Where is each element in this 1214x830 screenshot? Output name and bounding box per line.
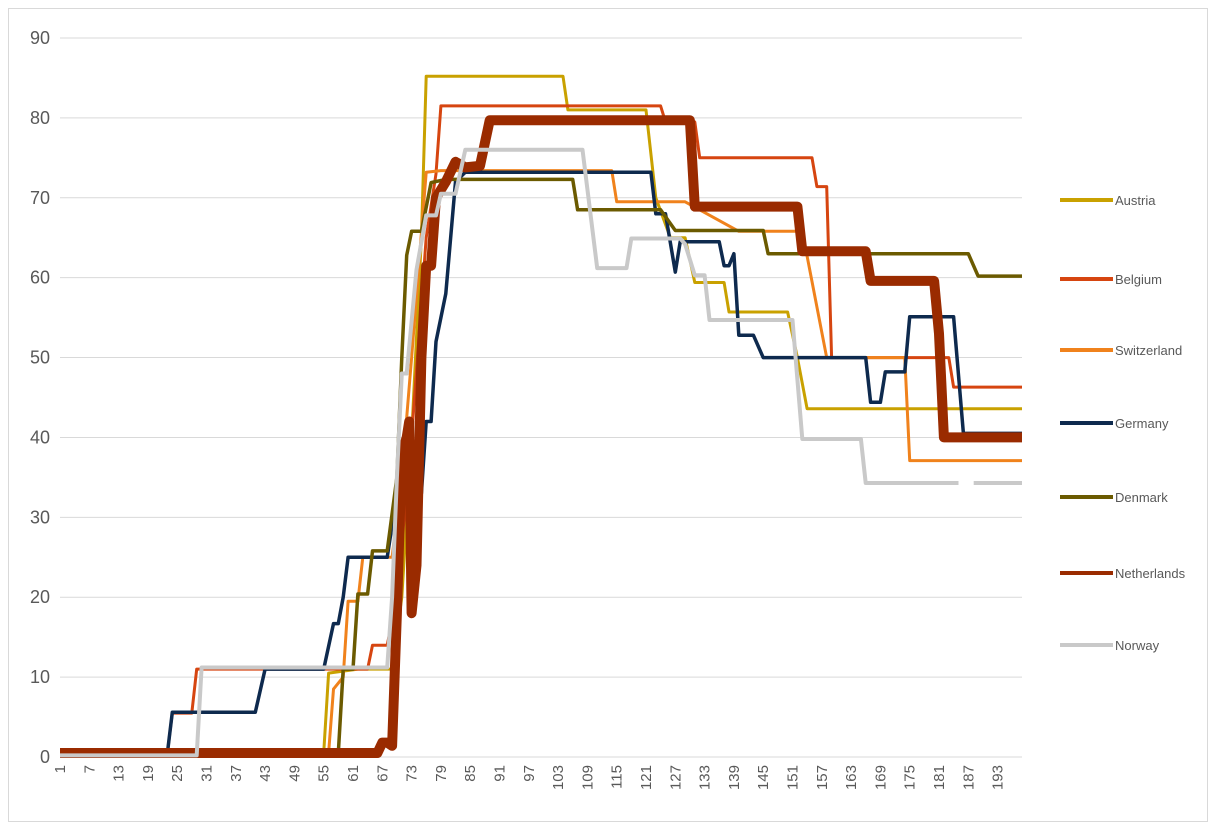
legend-label-netherlands: Netherlands	[1115, 566, 1186, 581]
x-tick-label: 25	[169, 765, 186, 782]
x-tick-label: 31	[198, 765, 215, 782]
y-tick-label: 30	[30, 507, 50, 527]
chart-frame	[8, 8, 1208, 822]
x-tick-label: 103	[550, 765, 567, 790]
x-tick-label: 127	[667, 765, 684, 790]
x-tick-label: 181	[931, 765, 948, 790]
y-tick-label: 20	[30, 587, 50, 607]
series-line-netherlands	[60, 115, 1022, 758]
x-tick-label: 157	[814, 765, 831, 790]
x-tick-label: 43	[257, 765, 274, 782]
x-tick-label: 169	[872, 765, 889, 790]
x-axis-ticks: 1 7 13 19 25 31 37 43 49 55 61 67 73 79 85 91 97 103 109 11…	[52, 765, 1007, 790]
x-tick-label: 61	[345, 765, 362, 782]
legend-label-switzerland: Switzerland	[1115, 343, 1182, 358]
y-tick-label: 50	[30, 348, 50, 368]
x-tick-label: 67	[374, 765, 391, 782]
x-tick-label: 145	[755, 765, 772, 790]
x-tick-label: 37	[228, 765, 245, 782]
x-tick-label: 115	[609, 765, 626, 789]
x-tick-label: 1	[52, 765, 69, 773]
legend: Austria Belgium Switzerland Germany Denmark N…	[1060, 193, 1186, 653]
x-tick-label: 193	[990, 765, 1007, 790]
x-tick-label: 85	[462, 765, 479, 782]
y-tick-label: 60	[30, 268, 50, 288]
x-tick-label: 109	[579, 765, 596, 790]
x-tick-label: 13	[111, 765, 128, 782]
x-tick-label: 55	[316, 765, 333, 782]
legend-label-germany: Germany	[1115, 416, 1169, 431]
x-tick-label: 163	[843, 765, 860, 790]
x-tick-label: 91	[491, 765, 508, 782]
x-tick-label: 133	[697, 765, 714, 790]
x-tick-label: 121	[638, 765, 655, 790]
x-tick-label: 151	[784, 765, 801, 790]
legend-label-belgium: Belgium	[1115, 272, 1162, 287]
x-tick-label: 139	[726, 765, 743, 790]
y-axis-ticks: 0 10 20 30 40 50 60 70 80 90	[30, 28, 50, 767]
x-tick-label: 175	[902, 765, 919, 790]
y-tick-label: 40	[30, 427, 50, 447]
x-tick-label: 49	[286, 765, 303, 782]
series-line-belgium	[60, 104, 1022, 755]
legend-label-norway: Norway	[1115, 638, 1160, 653]
x-tick-label: 19	[140, 765, 157, 782]
legend-label-austria: Austria	[1115, 193, 1156, 208]
y-tick-label: 10	[30, 667, 50, 687]
x-tick-label: 7	[81, 765, 98, 773]
series-line-switzerland	[60, 169, 1022, 755]
legend-label-denmark: Denmark	[1115, 490, 1168, 505]
x-tick-label: 97	[521, 765, 538, 782]
y-tick-label: 0	[40, 747, 50, 767]
y-tick-label: 70	[30, 188, 50, 208]
y-tick-label: 80	[30, 108, 50, 128]
x-tick-label: 187	[960, 765, 977, 790]
series-line-norway	[60, 147, 1022, 758]
x-tick-label: 79	[433, 765, 450, 782]
x-tick-label: 73	[404, 765, 421, 782]
y-tick-label: 90	[30, 28, 50, 48]
series-lines	[60, 74, 1022, 758]
